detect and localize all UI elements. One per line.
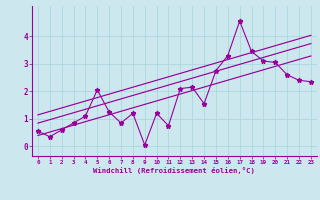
X-axis label: Windchill (Refroidissement éolien,°C): Windchill (Refroidissement éolien,°C) — [93, 167, 255, 174]
